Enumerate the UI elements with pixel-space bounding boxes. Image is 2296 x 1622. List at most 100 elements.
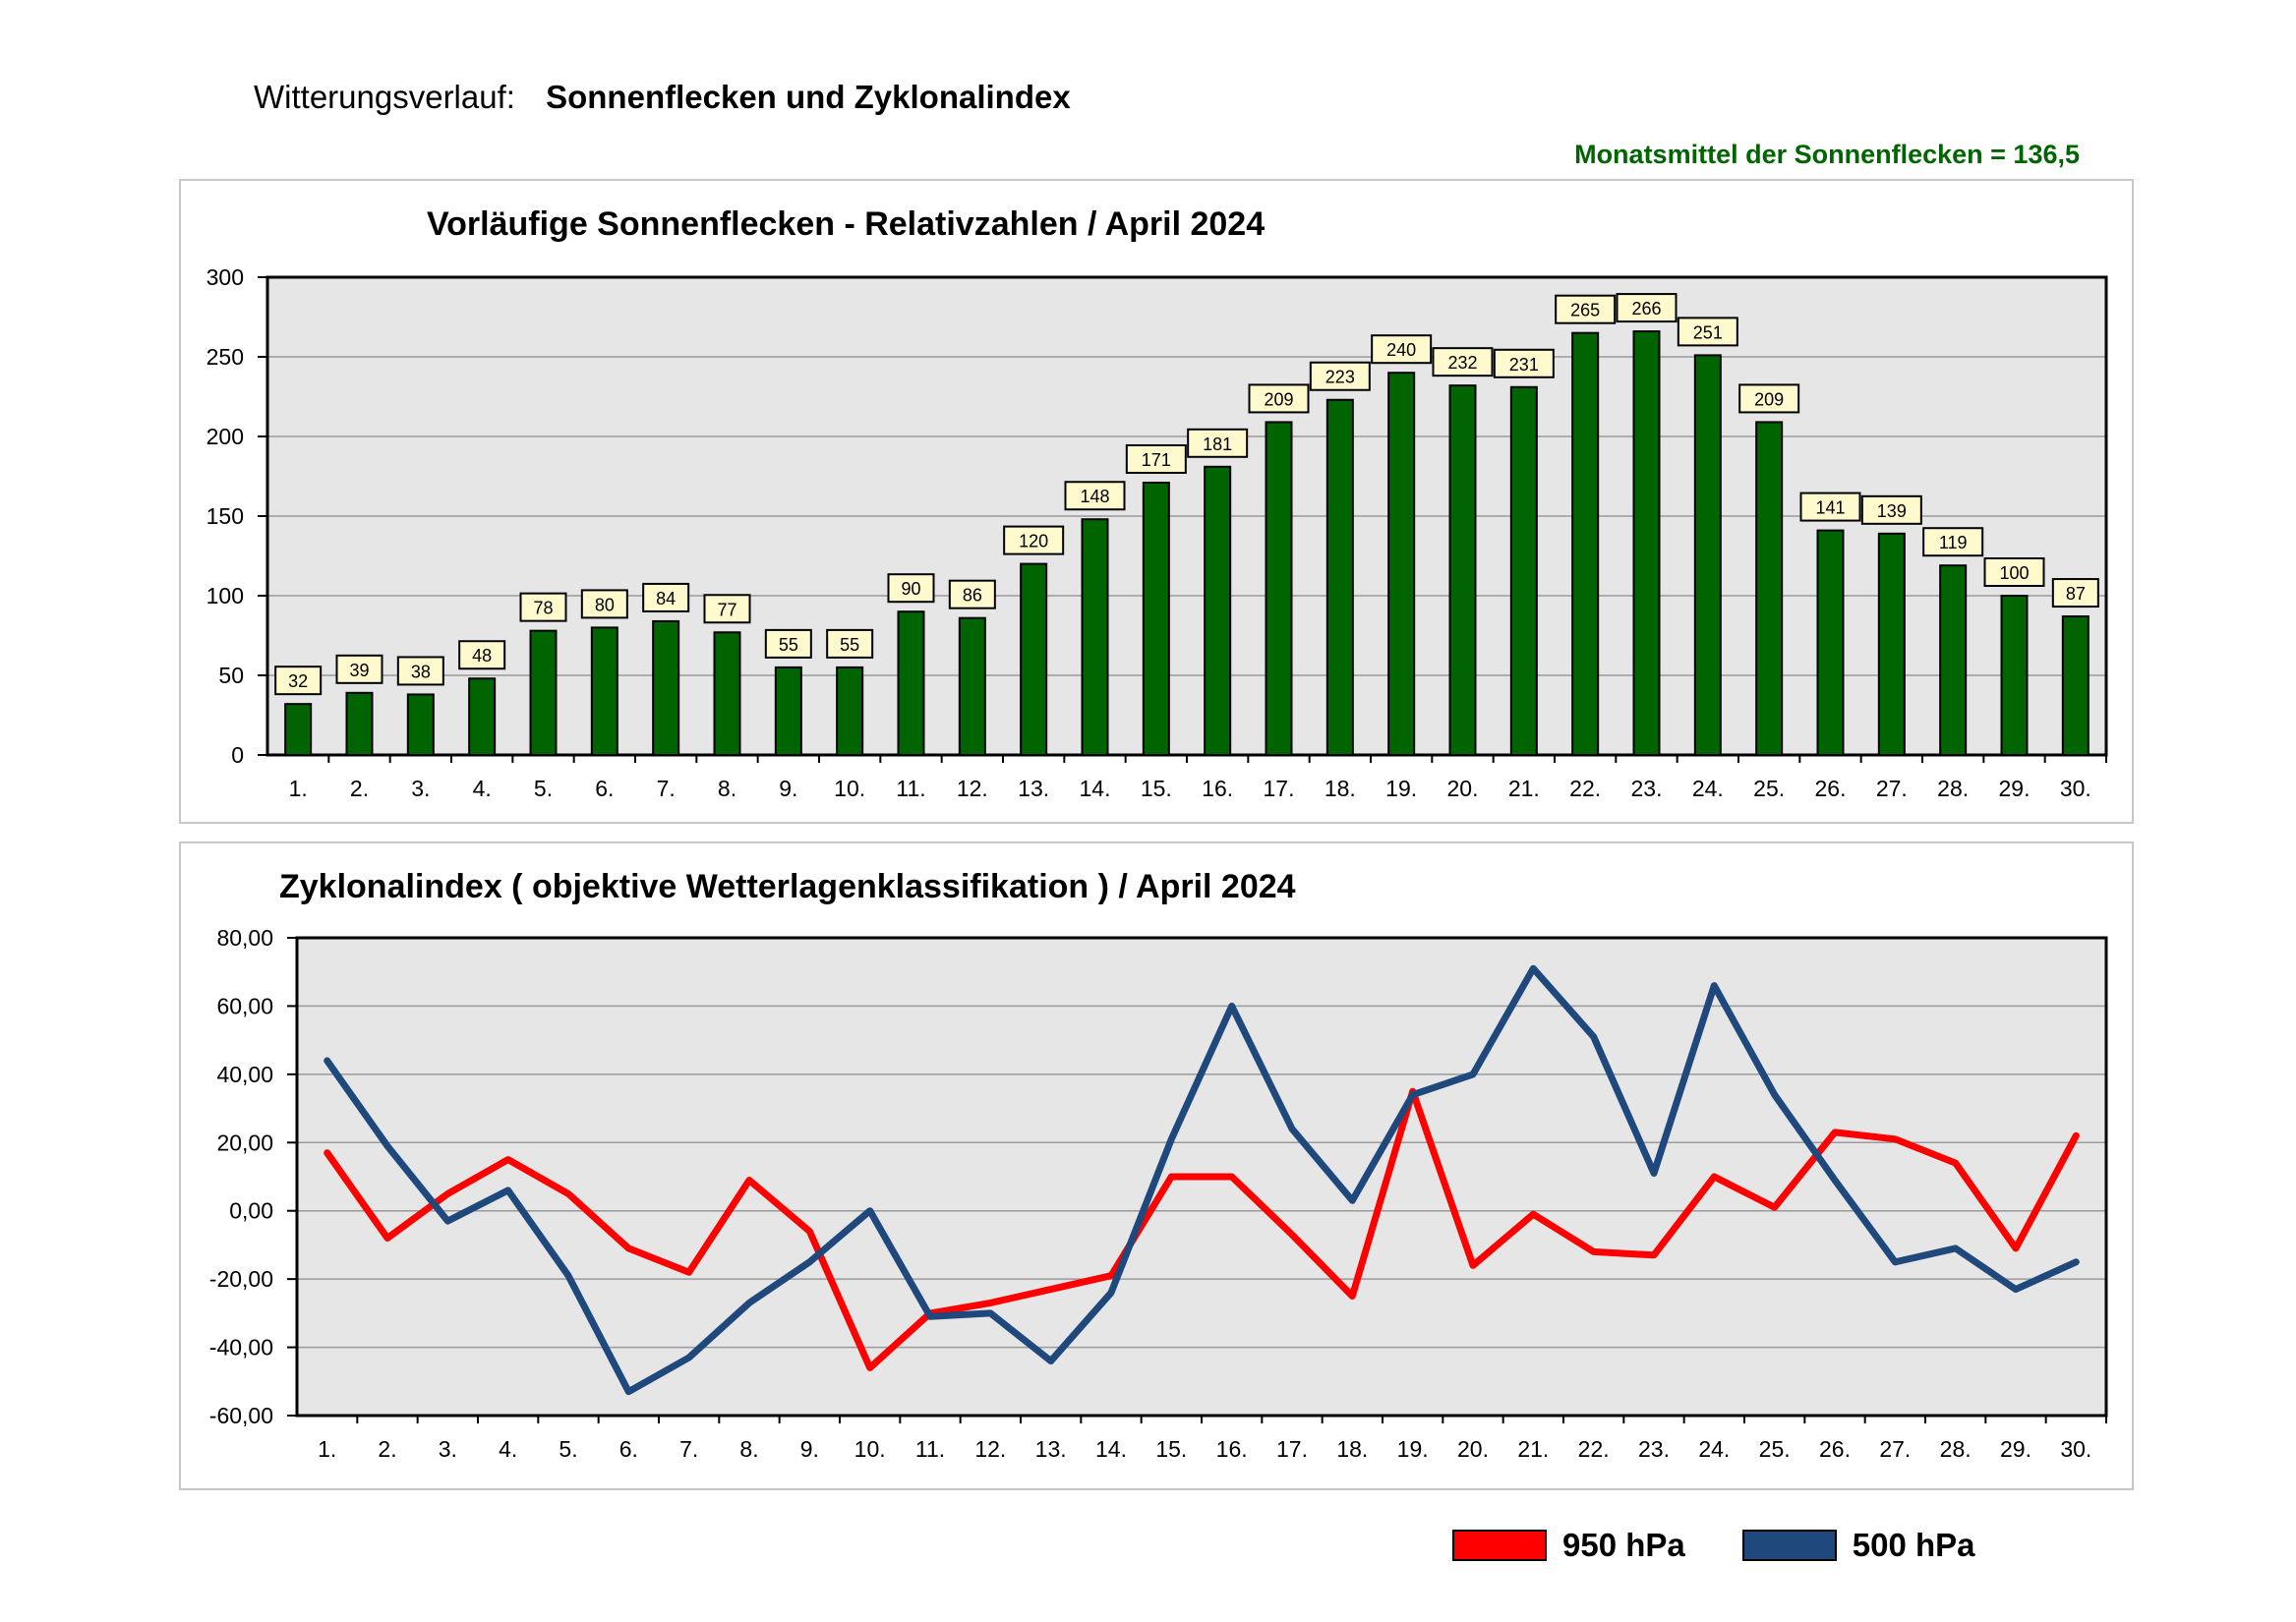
x-tick-label: 7. (679, 1436, 698, 1462)
data-label: 78 (533, 599, 553, 618)
x-tick-label: 23. (1638, 1436, 1670, 1462)
bar (529, 629, 558, 757)
x-tick-label: 16. (1216, 1436, 1248, 1462)
x-tick-label: 3. (411, 776, 430, 801)
legend: 950 hPa 500 hPa (1452, 1522, 2032, 1569)
y-tick-label: 300 (206, 264, 244, 290)
data-label-box (1003, 525, 1065, 555)
data-label: 86 (963, 586, 982, 606)
x-tick-label: 5. (559, 1436, 577, 1462)
chart-title: Zyklonalindex ( objektive Wetterlagenkla… (279, 868, 1296, 905)
bar (1571, 331, 1600, 756)
data-label-box (1125, 443, 1187, 474)
legend-item-500: 500 hPa (1741, 1527, 1975, 1564)
y-tick-label: -20,00 (209, 1266, 273, 1292)
bar (1081, 518, 1109, 756)
y-tick-label: 0 (231, 742, 244, 768)
x-tick-label: 30. (2060, 776, 2091, 801)
x-tick-label: 21. (1517, 1436, 1549, 1462)
data-label-box (1555, 294, 1617, 324)
sunspot-chart-panel: Vorläufige Sonnenflecken - Relativzahlen… (179, 179, 2134, 824)
cyclonal-index-chart: Zyklonalindex ( objektive Wetterlagenkla… (209, 868, 2108, 1462)
series-line-500 (324, 964, 2080, 1396)
x-tick-label: 20. (1457, 1436, 1489, 1462)
data-label-box (1371, 334, 1433, 365)
y-tick-label: 150 (206, 503, 244, 529)
x-tick-label: 25. (1753, 776, 1785, 801)
x-tick-label: 6. (595, 776, 614, 801)
y-tick-label: -40,00 (209, 1335, 273, 1361)
data-label: 139 (1877, 501, 1907, 521)
x-tick-label: 15. (1141, 776, 1172, 801)
legend-item-950: 950 hPa (1452, 1527, 1685, 1564)
bar (897, 610, 925, 757)
bar (468, 677, 497, 756)
x-tick-label: 10. (854, 1436, 886, 1462)
y-tick-label: 200 (206, 424, 244, 449)
y-tick-label: 80,00 (216, 925, 273, 951)
data-label: 32 (288, 671, 308, 691)
bar (1387, 372, 1416, 756)
x-tick-label: 18. (1336, 1436, 1368, 1462)
data-label-box (826, 628, 874, 659)
bar (1632, 330, 1661, 757)
data-label-box (764, 628, 812, 659)
x-tick-label: 20. (1447, 776, 1479, 801)
x-tick-label: 17. (1264, 776, 1295, 801)
page-heading-prefix: Witterungsverlauf: (254, 79, 515, 115)
data-label-box (1738, 383, 1800, 414)
data-label: 77 (717, 600, 736, 619)
data-label-box (335, 654, 383, 684)
data-label-box (580, 589, 628, 619)
series-line-950 (324, 1087, 2080, 1371)
bar (2000, 595, 2029, 756)
x-tick-label: 9. (800, 1436, 819, 1462)
data-label: 240 (1386, 340, 1416, 360)
x-tick-label: 10. (834, 776, 865, 801)
bar (1755, 421, 1784, 756)
data-label-box (519, 592, 567, 622)
x-tick-label: 8. (718, 776, 736, 801)
x-tick-label: 1. (318, 1436, 336, 1462)
data-label-box (1064, 481, 1126, 511)
x-tick-label: 19. (1385, 776, 1417, 801)
x-tick-label: 24. (1692, 776, 1724, 801)
data-label: 181 (1203, 434, 1232, 454)
x-tick-label: 29. (2000, 1436, 2031, 1462)
data-label: 141 (1815, 498, 1845, 518)
x-tick-label: 7. (657, 776, 676, 801)
data-label: 148 (1080, 487, 1109, 506)
x-tick-label: 26. (1819, 1436, 1851, 1462)
bar (713, 631, 741, 757)
legend-swatch-950 (1452, 1530, 1547, 1561)
x-tick-label: 13. (1018, 776, 1049, 801)
cyclonal-index-chart-panel: Zyklonalindex ( objektive Wetterlagenkla… (179, 841, 2134, 1490)
data-label-box (396, 656, 444, 686)
data-label-box (1248, 383, 1310, 414)
bar (1509, 385, 1538, 756)
x-tick-label: 28. (1937, 776, 1969, 801)
data-label-box (1922, 527, 1984, 557)
data-label: 266 (1631, 299, 1661, 319)
x-tick-label: 16. (1202, 776, 1233, 801)
data-label-box (1983, 557, 2045, 587)
x-tick-label: 18. (1325, 776, 1356, 801)
bar (590, 626, 618, 756)
x-tick-label: 1. (289, 776, 308, 801)
data-label: 90 (901, 579, 920, 599)
bar (652, 619, 680, 757)
x-tick-label: 26. (1815, 776, 1847, 801)
x-tick-label: 12. (957, 776, 988, 801)
x-tick-label: 5. (534, 776, 553, 801)
x-tick-label: 27. (1876, 776, 1908, 801)
data-label-box (1799, 492, 1861, 522)
data-label-box (1432, 347, 1494, 377)
bar (774, 666, 802, 756)
bar (1020, 562, 1048, 756)
bar (1877, 532, 1906, 756)
bar (2061, 615, 2090, 756)
y-tick-label: 60,00 (216, 993, 273, 1018)
bar (345, 691, 374, 757)
x-tick-label: 30. (2060, 1436, 2091, 1462)
x-tick-label: 2. (378, 1436, 396, 1462)
